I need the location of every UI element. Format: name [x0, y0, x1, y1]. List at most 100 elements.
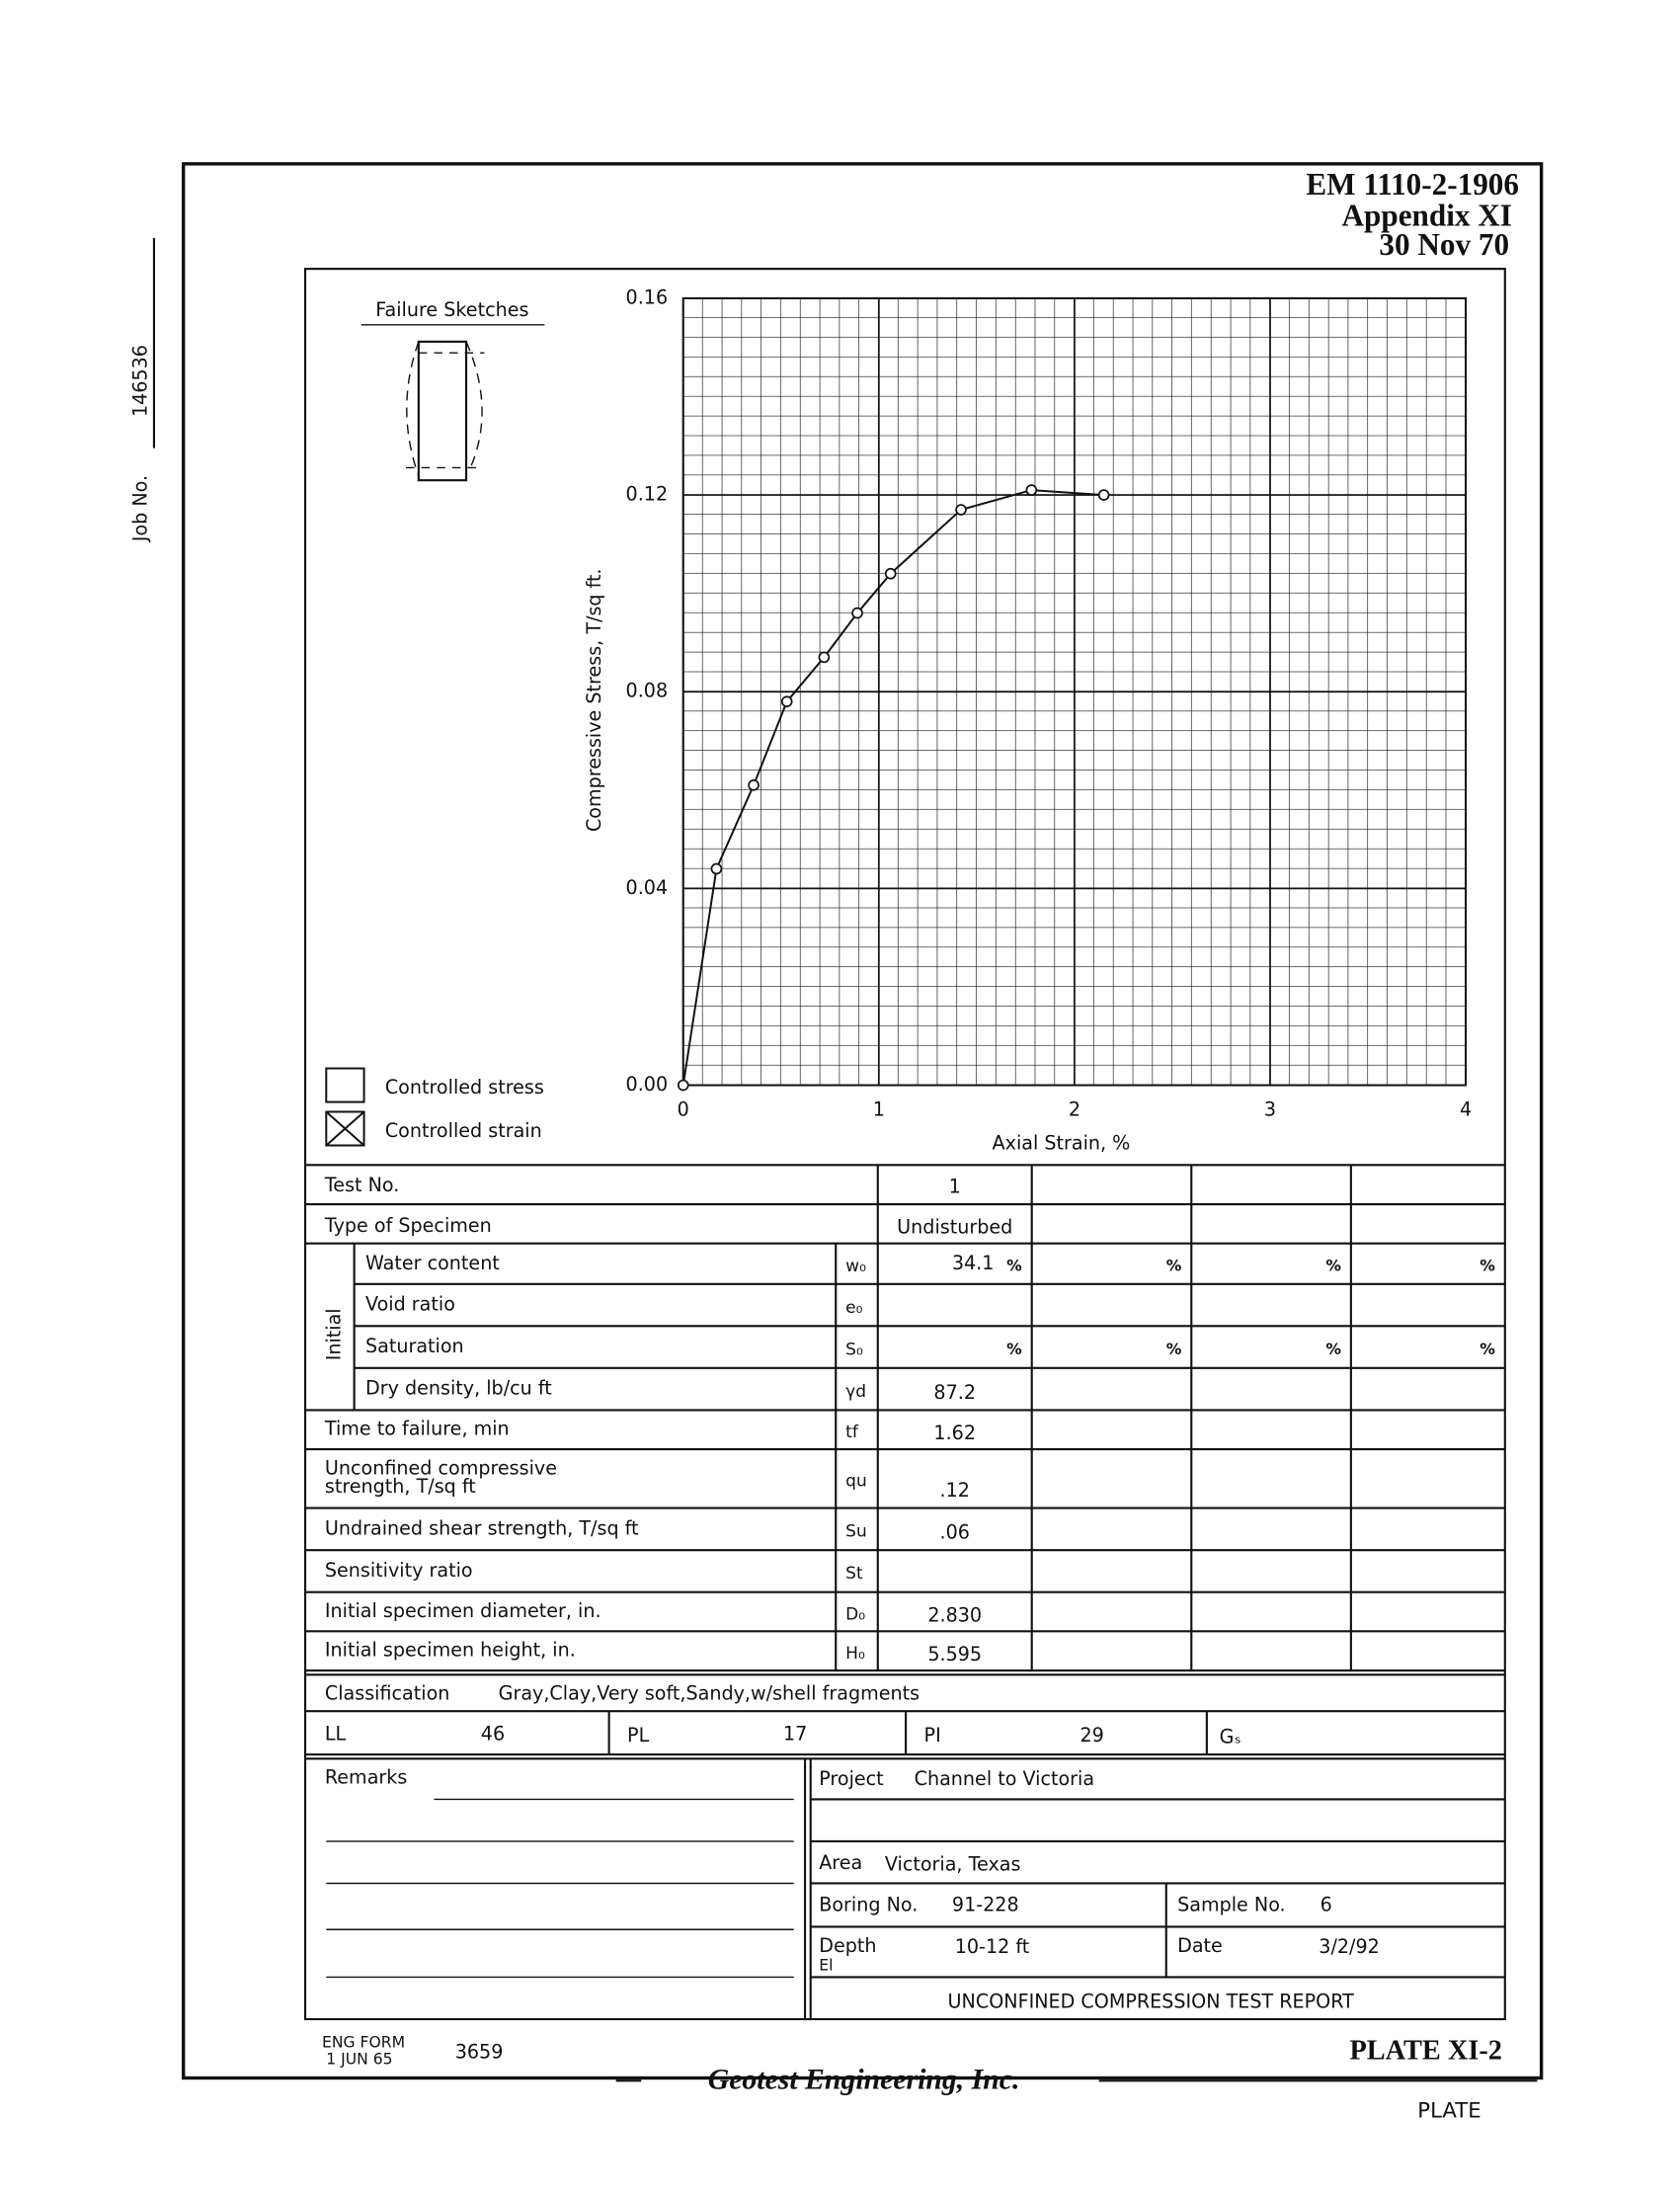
classification-label: Classification: [325, 1682, 450, 1705]
doc-number: EM 1110-2-1906: [1306, 167, 1519, 202]
x-tick-label: 0: [678, 1098, 689, 1121]
y-tick-label: 0.16: [626, 285, 669, 308]
row-symbol: w₀: [845, 1257, 866, 1276]
row-symbol: e₀: [845, 1298, 862, 1318]
y-tick-label: 0.12: [626, 483, 669, 506]
row-label: Sensitivity ratio: [325, 1559, 473, 1582]
gs-label: Gₛ: [1220, 1726, 1241, 1749]
y-axis-label: Compressive Stress, T/sq ft.: [583, 568, 605, 832]
cell-unit: %: [1006, 1258, 1022, 1275]
data-point: [884, 567, 897, 580]
row-label: Time to failure, min: [324, 1418, 510, 1440]
cell-value: 1: [949, 1176, 961, 1198]
sketch-title: Failure Sketches: [375, 298, 528, 321]
row-symbol: S₀: [845, 1340, 863, 1359]
cell-unit: %: [1325, 1341, 1341, 1358]
ll-label: LL: [325, 1723, 347, 1746]
row-symbol: tf: [845, 1423, 859, 1442]
checkbox-mark: [325, 1110, 365, 1147]
test-mode: Controlled stress Controlled strain: [325, 1067, 544, 1147]
group-label: Initial: [322, 1308, 345, 1360]
row-label: Void ratio: [365, 1293, 455, 1316]
cell-value: 2.830: [927, 1603, 982, 1626]
doc-date: 30 Nov 70: [1379, 227, 1509, 262]
cell-value: 87.2: [933, 1381, 976, 1404]
appendix: Appendix XI: [1342, 198, 1512, 232]
row-label: Initial specimen height, in.: [325, 1639, 576, 1662]
row-label: Dry density, lb/cu ft: [365, 1377, 552, 1400]
boring-value: 91-228: [952, 1894, 1019, 1916]
data-point: [1097, 489, 1110, 501]
data-point: [677, 1079, 689, 1092]
row-symbol: Su: [845, 1522, 867, 1542]
row-symbol: γd: [845, 1382, 866, 1402]
y-tick-label: 0.08: [626, 680, 669, 702]
form-label: ENG FORM: [322, 2034, 405, 2052]
row-symbol: St: [845, 1564, 863, 1584]
data-point: [851, 607, 863, 619]
row-label: Type of Specimen: [324, 1214, 492, 1237]
data-point: [818, 651, 831, 664]
data-point: [780, 695, 793, 707]
row-label: Unconfined compressive: [325, 1456, 557, 1479]
cell-unit: %: [1006, 1341, 1022, 1358]
cell-unit: %: [1166, 1341, 1182, 1358]
ll-value: 46: [481, 1723, 505, 1746]
checkbox: [325, 1067, 365, 1103]
checkbox-label: Controlled stress: [385, 1076, 544, 1098]
data-point: [748, 779, 760, 791]
row-label: Water content: [365, 1252, 500, 1274]
elevation-label: El: [819, 1957, 833, 1975]
sample-label: Sample No.: [1177, 1894, 1286, 1916]
row-symbol: H₀: [845, 1644, 865, 1664]
cell-unit: %: [1166, 1258, 1182, 1275]
report-title: UNCONFINED COMPRESSION TEST REPORT: [948, 1990, 1355, 2012]
chart: 0.00 0.04 0.08 0.12 0.16 0 1 2 3 4 Axial Strain, %…: [583, 285, 1472, 1154]
company: Geotest Engineering, Inc.: [708, 2064, 1020, 2096]
x-tick-label: 3: [1264, 1098, 1276, 1121]
data-point: [710, 862, 723, 875]
x-tick-label: 2: [1069, 1098, 1080, 1121]
row-symbol: qu: [845, 1472, 867, 1492]
stress-strain-curve: [681, 489, 1104, 1086]
date-value: 3/2/92: [1319, 1935, 1380, 1958]
cell-unit: %: [1325, 1258, 1341, 1275]
depth-value: 10-12 ft: [955, 1935, 1030, 1958]
pl-value: 17: [783, 1723, 807, 1746]
data-point: [955, 504, 967, 516]
form-number: 3659: [455, 2041, 504, 2064]
data-point: [1025, 484, 1038, 496]
plate-number: PLATE XI-2: [1349, 2036, 1502, 2067]
row-label: Undrained shear strength, T/sq ft: [325, 1516, 639, 1539]
row-symbol: D₀: [845, 1604, 865, 1624]
cell-value: 34.1: [952, 1252, 995, 1274]
job-label: Job No.: [129, 475, 152, 542]
x-tick-label: 4: [1460, 1098, 1472, 1121]
pi-value: 29: [1080, 1724, 1103, 1747]
depth-label: Depth: [819, 1934, 876, 1957]
cell-unit: %: [1480, 1258, 1495, 1275]
pl-label: PL: [627, 1724, 650, 1747]
cell-value: .06: [940, 1521, 970, 1544]
checkbox-label: Controlled strain: [385, 1119, 542, 1142]
y-tick-label: 0.04: [626, 876, 669, 899]
plate-stamp: PLATE: [1417, 2099, 1480, 2124]
pi-label: PI: [924, 1724, 941, 1747]
outer-border: [182, 162, 1544, 2080]
area-label: Area: [819, 1851, 862, 1874]
cell-value: 1.62: [933, 1422, 976, 1444]
row-label: Saturation: [365, 1335, 464, 1357]
sample-value: 6: [1320, 1894, 1332, 1916]
form-date: 1 JUN 65: [326, 2051, 392, 2069]
remarks-label: Remarks: [325, 1766, 407, 1789]
checkbox: [325, 1110, 365, 1147]
y-tick-label: 0.00: [626, 1073, 669, 1096]
test-table: Test No. 1 Type of Specimen Undisturbed Init…: [322, 1174, 1495, 1666]
row-label: Initial specimen diameter, in.: [325, 1599, 601, 1622]
project-value: Channel to Victoria: [915, 1767, 1094, 1790]
row-label: strength, T/sq ft: [325, 1475, 476, 1498]
area-value: Victoria, Texas: [885, 1853, 1021, 1876]
cell-value: .12: [940, 1479, 970, 1502]
